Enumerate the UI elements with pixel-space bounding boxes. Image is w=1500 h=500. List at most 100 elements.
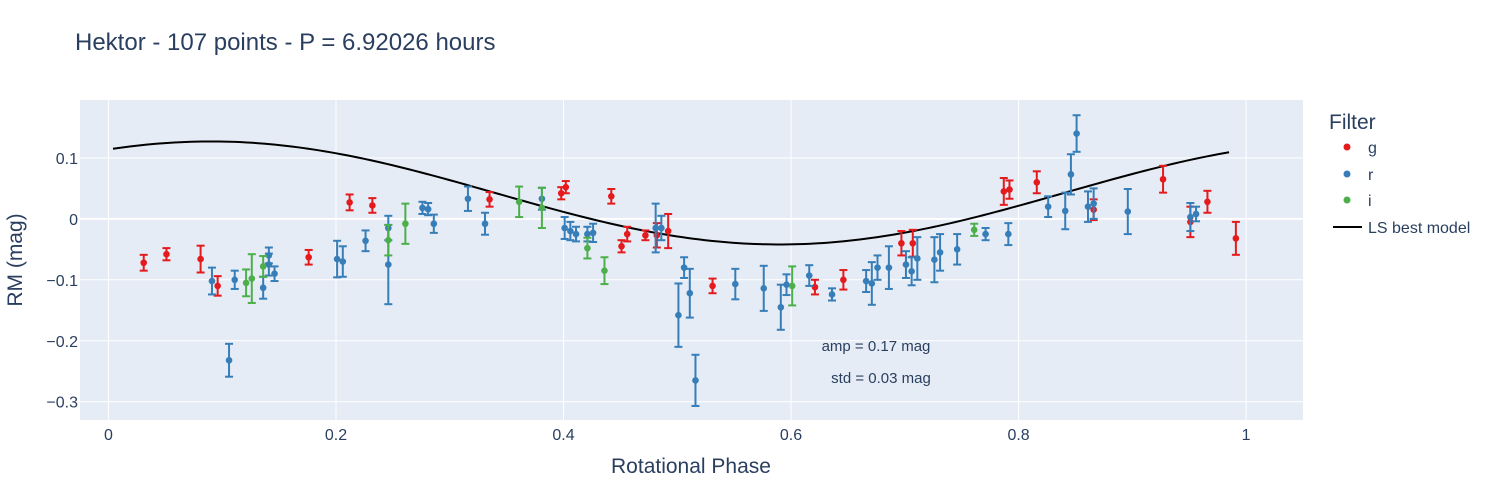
- std-annotation: std = 0.03 mag: [831, 370, 931, 387]
- data-point: [840, 276, 847, 284]
- data-point: [868, 280, 876, 287]
- data-point: [385, 236, 392, 244]
- series-i: [242, 185, 979, 307]
- legend-item-g[interactable]: g: [1343, 140, 1377, 157]
- data-point: [259, 263, 267, 270]
- data-point: [1061, 207, 1069, 215]
- data-point: [680, 264, 688, 271]
- y-tick-label: 0: [69, 212, 78, 229]
- data-point: [777, 303, 785, 311]
- data-point: [208, 277, 216, 285]
- data-point: [225, 356, 233, 364]
- data-point: [1006, 186, 1013, 193]
- amplitude-annotation: amp = 0.17 mag: [822, 338, 931, 355]
- data-point: [515, 198, 523, 206]
- y-axis-ticks: −0.3 −0.2 −0.1 0 0.1: [46, 151, 78, 412]
- data-point: [242, 279, 250, 287]
- data-point: [607, 193, 615, 200]
- data-point: [163, 250, 170, 258]
- x-axis-ticks: 0 0.2 0.4 0.6 0.8 1: [104, 427, 1251, 444]
- legend-label-g: g: [1368, 140, 1377, 157]
- data-point: [584, 230, 591, 238]
- x-axis-title: Rotational Phase: [611, 455, 771, 478]
- data-point: [430, 220, 438, 228]
- data-point: [1187, 213, 1194, 221]
- data-point: [788, 282, 796, 290]
- data-point: [333, 255, 341, 263]
- legend-label-model: LS best model: [1368, 220, 1470, 237]
- legend-item-i[interactable]: i: [1343, 193, 1372, 210]
- data-point: [902, 261, 910, 268]
- legend-marker-r: [1343, 170, 1351, 178]
- data-point: [909, 239, 917, 247]
- legend-item-model[interactable]: LS best model: [1333, 220, 1470, 237]
- data-point: [259, 284, 267, 292]
- data-point: [1073, 130, 1080, 137]
- data-point: [1033, 178, 1041, 186]
- data-point: [231, 276, 239, 284]
- data-point: [664, 227, 672, 235]
- data-point: [464, 195, 472, 203]
- data-point: [732, 280, 739, 288]
- legend-marker-g: [1343, 143, 1351, 151]
- data-point: [265, 252, 273, 259]
- data-point: [623, 230, 631, 238]
- data-point: [1000, 188, 1008, 195]
- x-tick-label: 0.4: [552, 427, 574, 444]
- data-point: [562, 183, 570, 191]
- x-tick-label: 0: [104, 427, 113, 444]
- data-point: [402, 220, 409, 228]
- data-point: [589, 229, 597, 237]
- plot-area: [80, 100, 1303, 420]
- data-point: [658, 224, 665, 232]
- data-point: [908, 267, 915, 275]
- data-point: [1084, 203, 1092, 210]
- data-point: [914, 255, 921, 262]
- data-point: [1124, 208, 1132, 215]
- data-point: [1090, 200, 1097, 207]
- data-point: [584, 244, 591, 252]
- data-point: [874, 264, 881, 271]
- data-point: [369, 202, 376, 209]
- data-point: [339, 258, 347, 265]
- legend-item-r[interactable]: r: [1343, 167, 1375, 184]
- x-tick-label: 0.2: [325, 427, 347, 444]
- data-point: [572, 230, 580, 238]
- legend: Filter g r i LS best model: [1329, 111, 1470, 237]
- data-point: [931, 256, 938, 263]
- y-axis-title: RM (mag): [4, 213, 27, 306]
- grid-lines: [80, 100, 1303, 420]
- data-point: [1192, 210, 1200, 218]
- legend-label-r: r: [1368, 167, 1374, 184]
- data-point: [783, 281, 790, 288]
- data-point: [271, 270, 278, 278]
- y-tick-label: −0.3: [46, 395, 78, 412]
- data-point: [936, 249, 944, 256]
- data-point: [692, 377, 699, 384]
- data-point: [760, 285, 768, 292]
- data-point: [346, 199, 353, 206]
- legend-title: Filter: [1329, 111, 1376, 134]
- model-curve: [112, 140, 1230, 246]
- data-point: [248, 275, 256, 282]
- data-point: [653, 232, 661, 239]
- data-point: [970, 226, 978, 234]
- data-point: [953, 246, 961, 253]
- data-point: [828, 291, 836, 298]
- model-curve-layer: [112, 140, 1230, 246]
- data-point: [686, 289, 694, 297]
- y-tick-label: −0.2: [46, 334, 78, 351]
- data-point: [1005, 230, 1012, 238]
- data-point: [862, 277, 870, 285]
- data-point: [424, 205, 432, 213]
- data-point: [1067, 171, 1075, 178]
- data-point: [362, 237, 369, 245]
- data-point: [1044, 203, 1052, 210]
- data-point: [982, 230, 989, 238]
- data-point: [538, 204, 546, 212]
- data-point: [481, 220, 489, 228]
- data-point: [140, 259, 148, 267]
- data-point: [601, 267, 608, 274]
- legend-marker-i: [1343, 196, 1351, 204]
